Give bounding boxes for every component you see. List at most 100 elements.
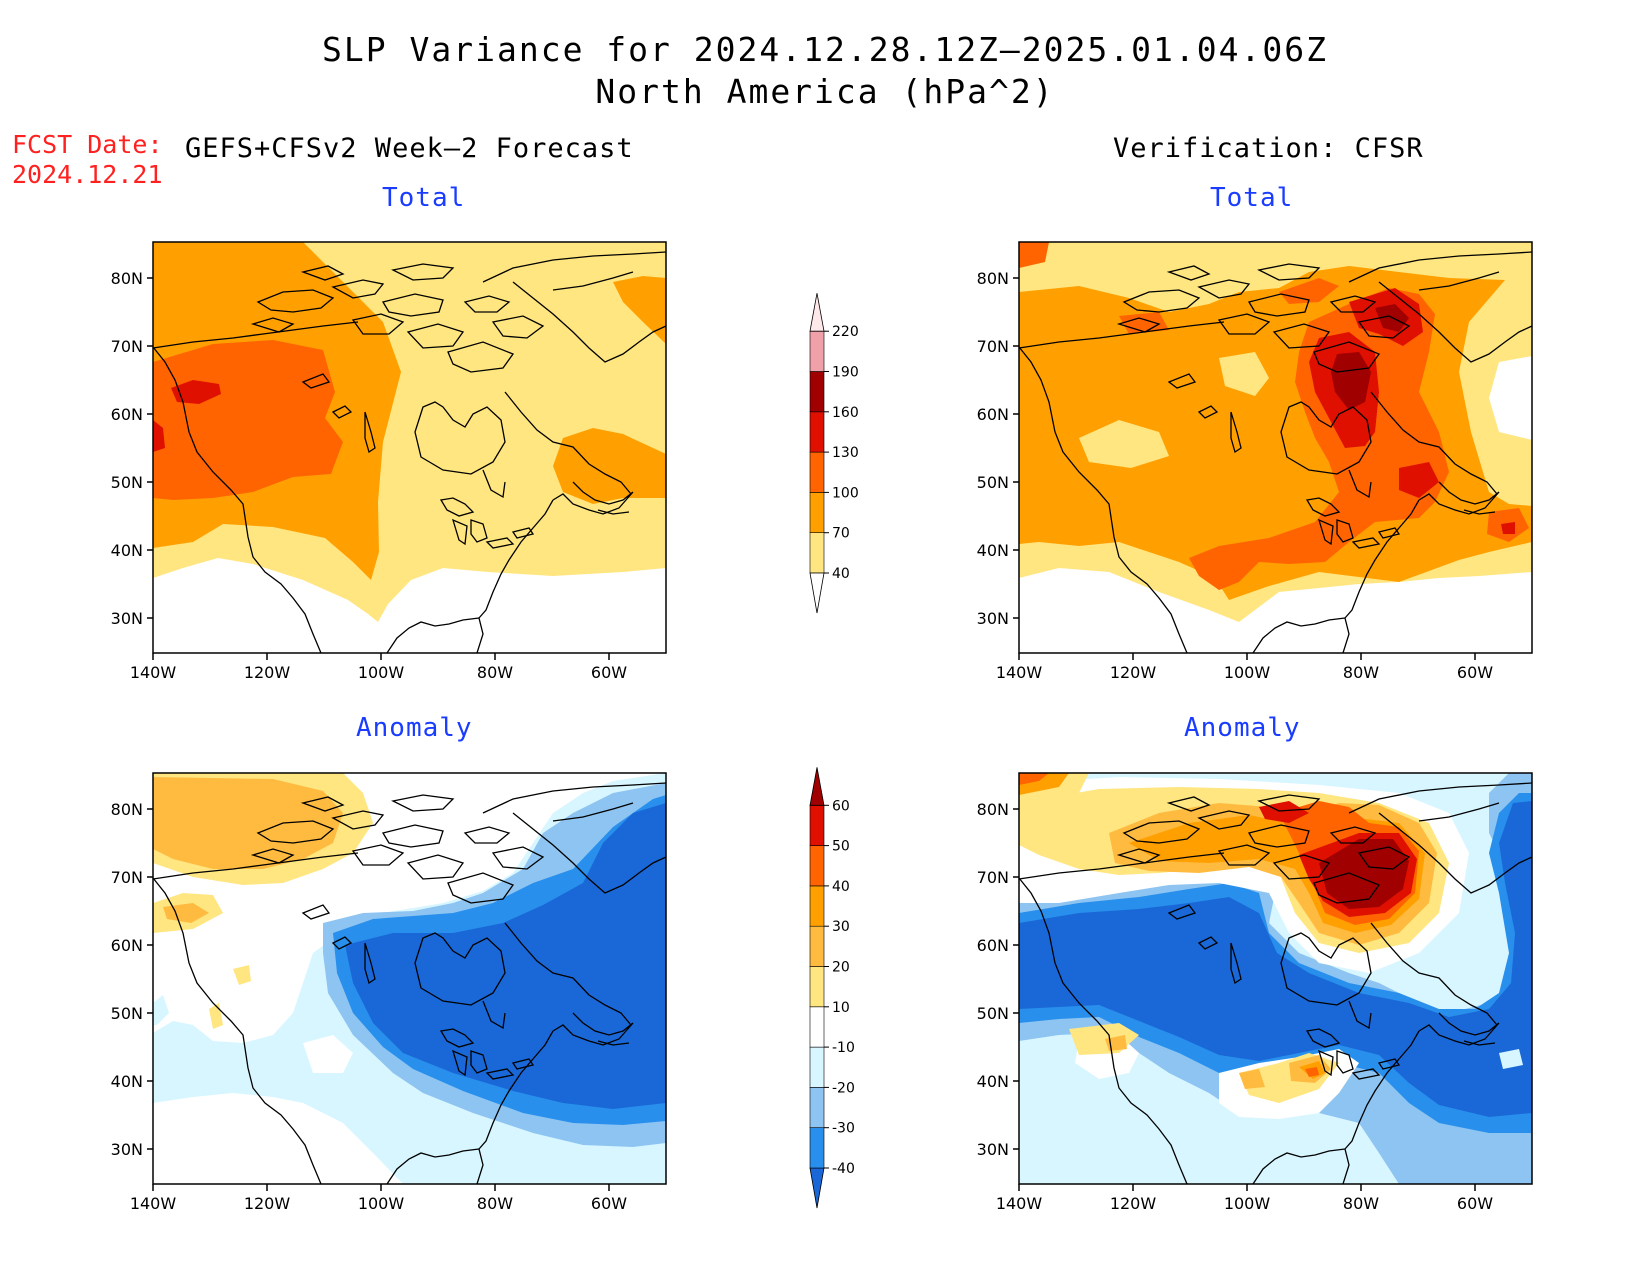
lat-tick-label: 80N: [977, 269, 1009, 288]
lat-tick-label: 50N: [111, 1004, 143, 1023]
colorbar-box: [809, 925, 825, 967]
colorbar-box: [809, 411, 825, 453]
lat-tick-label: 60N: [977, 405, 1009, 424]
lat-tick-label: 30N: [977, 1140, 1009, 1159]
lon-tick-label: 100W: [358, 663, 405, 682]
colorbar-level-label: 20: [832, 960, 850, 976]
lat-tick-label: 80N: [111, 269, 143, 288]
lon-tick-label: 120W: [244, 1194, 291, 1213]
colorbar-bottom-arrow: [809, 1167, 825, 1209]
lat-tick-label: 30N: [111, 1140, 143, 1159]
main-title: SLP Variance for 2024.12.28.12Z–2025.01.…: [322, 30, 1328, 69]
lat-tick-label: 60N: [111, 936, 143, 955]
lon-tick-label: 120W: [244, 663, 291, 682]
lat-tick-label: 80N: [111, 800, 143, 819]
colorbar-box: [809, 966, 825, 1008]
lon-tick-label: 80W: [1343, 1194, 1379, 1213]
colorbar-level-label: 10: [832, 1000, 850, 1016]
colorbar-box: [809, 532, 825, 574]
lon-tick-label: 100W: [358, 1194, 405, 1213]
panel-title-total-forecast: Total: [382, 183, 466, 213]
verification-anomaly-frame: [1018, 772, 1533, 1185]
colorbar-level-label: 40: [832, 879, 850, 895]
colorbar-level-label: 40: [832, 566, 850, 582]
colorbar-level-label: 70: [832, 526, 850, 542]
lat-tick-label: 40N: [977, 1072, 1009, 1091]
main-subtitle: North America (hPa^2): [595, 72, 1055, 111]
colorbar-level-label: -30: [832, 1121, 855, 1137]
forecast-header: GEFS+CFSv2 Week–2 Forecast: [185, 133, 634, 164]
lat-tick-label: 30N: [977, 609, 1009, 628]
lat-tick-label: 50N: [977, 1004, 1009, 1023]
colorbar-level-label: -20: [832, 1080, 855, 1096]
colorbar-level-label: 100: [832, 485, 859, 501]
colorbar-level-label: 60: [832, 798, 850, 814]
lon-tick-label: 60W: [591, 663, 627, 682]
fcst-date-value: 2024.12.21: [12, 160, 163, 189]
lat-tick-label: 60N: [111, 405, 143, 424]
lat-tick-label: 50N: [977, 473, 1009, 492]
lat-tick-label: 70N: [977, 868, 1009, 887]
lon-tick-label: 140W: [130, 1194, 177, 1213]
colorbar-box: [809, 845, 825, 887]
verification-total-field: [1019, 242, 1532, 653]
lon-tick-label: 140W: [130, 663, 177, 682]
lon-tick-label: 140W: [996, 1194, 1043, 1213]
forecast-total-frame: [152, 241, 667, 654]
colorbar-box: [809, 371, 825, 413]
colorbar-box: [809, 492, 825, 533]
colorbar-box: [809, 1127, 825, 1169]
colorbar-level-label: 30: [832, 919, 850, 935]
lat-tick-label: 80N: [977, 800, 1009, 819]
lon-tick-label: 140W: [996, 663, 1043, 682]
colorbar-box: [809, 451, 825, 493]
colorbar-level-label: 220: [832, 324, 859, 340]
colorbar-box: [809, 1087, 825, 1129]
lon-tick-label: 120W: [1110, 1194, 1157, 1213]
lon-tick-label: 80W: [477, 1194, 513, 1213]
lon-tick-label: 60W: [1457, 663, 1493, 682]
panel-title-anomaly-verification: Anomaly: [1184, 713, 1301, 743]
verification-header: Verification: CFSR: [1113, 133, 1424, 164]
lat-tick-label: 70N: [111, 337, 143, 356]
lat-tick-label: 40N: [977, 541, 1009, 560]
colorbar-level-label: -10: [832, 1040, 855, 1056]
lat-tick-label: 30N: [111, 609, 143, 628]
lon-tick-label: 80W: [1343, 663, 1379, 682]
colorbar-box: [809, 804, 825, 846]
colorbar-level-label: 160: [832, 405, 859, 421]
lat-tick-label: 40N: [111, 541, 143, 560]
colorbar-box: [809, 885, 825, 927]
forecast-anomaly-frame: [152, 772, 667, 1185]
colorbar-level-label: 130: [832, 445, 859, 461]
fcst-date-label: FCST Date:: [12, 130, 163, 159]
colorbar-box: [809, 330, 825, 372]
anomaly-colorbar: -40 -30 -20 -10 10 20 30 40 50 60: [809, 767, 855, 1209]
lon-tick-label: 60W: [591, 1194, 627, 1213]
lon-tick-label: 100W: [1224, 663, 1271, 682]
colorbar-box: [809, 1006, 825, 1048]
panel-title-total-verification: Total: [1210, 183, 1294, 213]
lat-tick-label: 70N: [111, 868, 143, 887]
colorbar-top-arrow: [809, 293, 825, 332]
colorbar-bottom-arrow: [809, 572, 825, 614]
lat-tick-label: 40N: [111, 1072, 143, 1091]
colorbar-level-label: -40: [832, 1161, 855, 1177]
colorbar-box: [809, 1046, 825, 1088]
colorbar-level-label: 190: [832, 365, 859, 381]
lat-tick-label: 60N: [977, 936, 1009, 955]
map-axes: 80N 70N 60N 50N 40N 30N 140W 120W 100W 80W 60W 80N 7…: [111, 269, 1494, 1213]
lon-tick-label: 80W: [477, 663, 513, 682]
lat-tick-label: 50N: [111, 473, 143, 492]
lon-tick-label: 120W: [1110, 663, 1157, 682]
forecast-total-field: [153, 242, 666, 653]
lat-tick-label: 70N: [977, 337, 1009, 356]
lon-tick-label: 100W: [1224, 1194, 1271, 1213]
verification-total-frame: [1018, 241, 1533, 654]
forecast-anomaly-field: [153, 773, 666, 1184]
panel-title-anomaly-forecast: Anomaly: [356, 713, 473, 743]
colorbar-top-arrow: [809, 767, 825, 806]
total-colorbar: 40 70 100 130 160 190 220: [809, 293, 859, 614]
lon-tick-label: 60W: [1457, 1194, 1493, 1213]
